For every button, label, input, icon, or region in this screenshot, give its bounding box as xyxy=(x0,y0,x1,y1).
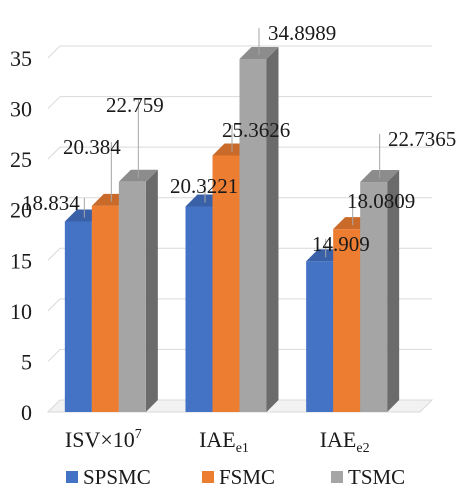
bar-side xyxy=(266,47,279,412)
data-label: 25.3626 xyxy=(222,118,290,142)
legend-label: SPSMC xyxy=(83,465,151,489)
gridline-depth xyxy=(47,45,61,59)
data-label: 14.909 xyxy=(312,232,370,256)
x-tick-superscript: 7 xyxy=(135,427,142,442)
x-tick-subscript: e2 xyxy=(356,441,369,456)
legend-swatch xyxy=(202,471,214,483)
bar xyxy=(333,229,361,412)
bar xyxy=(360,182,388,412)
bar-side xyxy=(145,169,158,412)
y-tick-label: 10 xyxy=(10,299,32,324)
bar-side xyxy=(387,170,400,412)
data-label: 18.834 xyxy=(22,191,80,215)
data-label: 20.384 xyxy=(63,135,121,159)
y-tick-label: 5 xyxy=(21,349,32,374)
y-tick-label: 15 xyxy=(10,248,32,273)
x-tick-label: IAEe1 xyxy=(199,427,249,456)
bar xyxy=(185,206,213,412)
bar xyxy=(212,155,240,413)
gridline-depth xyxy=(47,298,61,312)
bar xyxy=(306,261,334,412)
y-tick-label: 30 xyxy=(10,97,32,122)
y-tick-label: 20 xyxy=(10,198,32,223)
gridline-depth xyxy=(47,96,61,109)
x-tick-label: IAEe2 xyxy=(320,427,370,456)
y-axis: 0 5 10 15 20 25 30 35 xyxy=(10,46,32,425)
data-label: 34.8989 xyxy=(268,21,336,45)
legend-label: FSMC xyxy=(219,465,275,489)
legend-swatch xyxy=(66,471,78,483)
gridline-depth xyxy=(47,247,61,261)
data-labels: 18.834 20.384 22.759 20.3221 25.3626 34.8989 1… xyxy=(22,21,456,258)
legend-swatch xyxy=(331,471,343,483)
x-axis: ISV×107 IAEe1 IAEe2 xyxy=(65,427,370,456)
y-tick-label: 35 xyxy=(10,46,32,71)
bar xyxy=(91,205,119,412)
bar xyxy=(64,221,92,412)
gridline-depth xyxy=(47,146,61,160)
data-label: 20.3221 xyxy=(170,174,238,198)
y-tick-label: 0 xyxy=(21,400,32,425)
legend-label: TSMC xyxy=(348,465,405,489)
data-label: 22.759 xyxy=(106,93,164,117)
gridline-depth xyxy=(47,349,61,362)
legend: SPSMC FSMC TSMC xyxy=(66,465,405,489)
bar xyxy=(118,181,146,412)
data-label: 18.0809 xyxy=(347,189,415,213)
bar xyxy=(239,59,267,412)
x-tick-subscript: e1 xyxy=(236,441,249,456)
bars xyxy=(64,47,400,413)
gridline-depth xyxy=(47,197,61,211)
data-label: 22.7365 xyxy=(388,127,456,151)
x-tick-label: ISV×107 xyxy=(65,427,142,452)
y-tick-label: 25 xyxy=(10,147,32,172)
